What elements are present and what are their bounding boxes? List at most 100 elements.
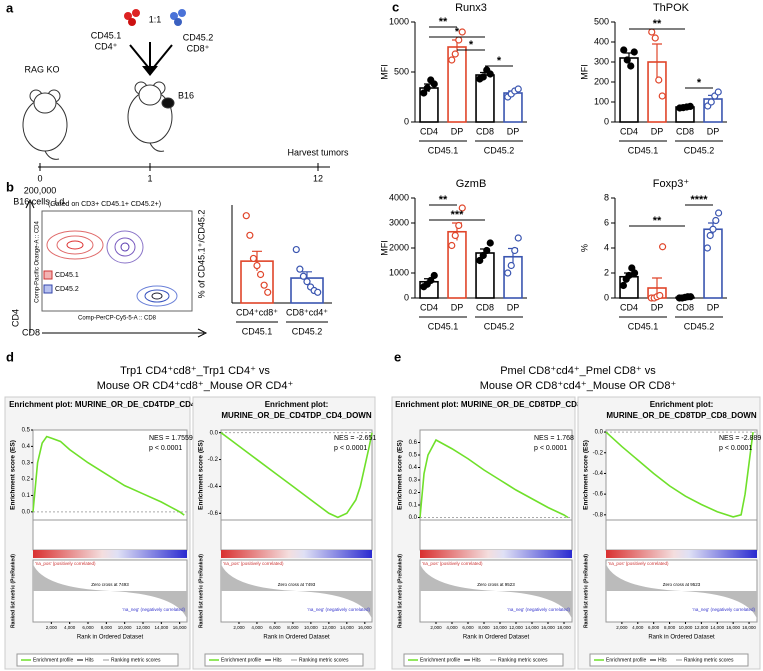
- y-tick-label: 0.2: [22, 477, 31, 483]
- heading: Pmel CD8⁺cd4⁺_Pmel CD8⁺ vs: [500, 365, 656, 377]
- significance: *: [697, 77, 702, 89]
- rank-label: Ranked list metric (PreRanked): [583, 554, 589, 628]
- y-tick-label: 2: [604, 267, 609, 277]
- legend-swatch: [43, 270, 53, 280]
- legend-swatch: [43, 284, 53, 294]
- y-axis-label: MFI: [379, 64, 389, 80]
- schematic: [22, 9, 330, 171]
- x-tick-label: 2,000: [46, 625, 58, 630]
- data-point: [486, 70, 494, 78]
- chart-title: Enrichment plot: MURINE_OR_DE_CD8TDP_CD8…: [395, 400, 597, 409]
- y-tick-label: 1000: [389, 267, 409, 277]
- y-tick-label: 6: [604, 217, 609, 227]
- y-tick-label: 8: [604, 192, 609, 202]
- y-tick-label: 0: [604, 292, 609, 302]
- legend-label: Hits: [472, 657, 481, 663]
- neg-label: 'na_neg' (negatively correlated): [122, 607, 185, 612]
- y-tick-label: 0.1: [409, 503, 418, 509]
- x-tick-label: 12,000: [322, 625, 336, 630]
- data-point: [658, 92, 666, 100]
- data-point: [619, 281, 628, 290]
- enrichment-line: [32, 435, 185, 516]
- y-axis-label: Enrichment score (ES): [397, 440, 404, 510]
- x-tick-label: 6,000: [648, 625, 660, 630]
- x-axis-label: Rank in Ordered Dataset: [463, 635, 530, 641]
- x-tick-label: 16,000: [541, 625, 555, 630]
- data-point: [430, 271, 438, 280]
- data-point: [476, 256, 484, 265]
- heading: Mouse OR CD8⁺cd4⁺_Mouse OR CD8⁺: [480, 380, 677, 392]
- x-tick-label: 18,000: [742, 625, 756, 630]
- enrichment-line: [220, 432, 373, 519]
- x-tick-label: DP: [451, 126, 464, 136]
- p-value: p < 0.0001: [149, 445, 182, 452]
- y-tick-label: 100: [594, 96, 609, 106]
- data-point: [507, 261, 515, 270]
- axis-param: Comp-PerCP-Cy5-5-A :: CD8: [78, 316, 157, 322]
- x-tick-label: 14,000: [525, 625, 539, 630]
- label: B16: [178, 90, 194, 100]
- group-label: CD45.2: [292, 326, 323, 336]
- data-point: [455, 221, 463, 230]
- p-value: p < 0.0001: [334, 445, 367, 452]
- panel-label: d: [6, 349, 14, 364]
- chart-title: MURINE_OR_DE_CD8TDP_CD8_DOWN: [606, 411, 756, 420]
- y-tick-label: 3000: [389, 217, 409, 227]
- zero-cross: Zero cross at 9523: [477, 582, 515, 587]
- nes: NES = -2.651: [334, 435, 376, 442]
- pos-label: 'na_pos' (positively correlated): [223, 561, 284, 566]
- legend-label: Hits: [273, 657, 282, 663]
- data-point: [483, 246, 491, 255]
- x-tick-label: 4,000: [251, 625, 263, 630]
- x-tick-label: 10,000: [118, 625, 132, 630]
- enrichment-line: [419, 438, 569, 519]
- rank-metric: [420, 564, 572, 619]
- x-tick-label: CD8: [676, 302, 694, 312]
- data-point: [420, 89, 428, 97]
- data-point: [714, 209, 723, 217]
- x-tick-label: 2,000: [430, 625, 442, 630]
- y-tick-label: -0.2: [593, 450, 604, 456]
- bar: [447, 230, 467, 299]
- x-tick-label: 8,000: [664, 625, 676, 630]
- data-point: [706, 231, 714, 240]
- hits-area: [419, 519, 573, 551]
- x-tick-label: 10,000: [304, 625, 318, 630]
- rank-band: [420, 550, 572, 558]
- data-point: [656, 291, 664, 300]
- legend-label: CD45.1: [55, 272, 79, 279]
- data-point: [296, 265, 304, 273]
- x-tick-label: CD8⁺cd4⁺: [286, 307, 328, 317]
- data-point: [458, 28, 466, 36]
- x-tick-label: 16,000: [173, 625, 187, 630]
- y-tick-label: 0.0: [595, 430, 604, 436]
- legend-label: Ranking metric scores: [684, 657, 734, 663]
- group-label: CD45.2: [684, 145, 715, 155]
- y-tick-label: 4000: [389, 192, 409, 202]
- neg-label: 'na_neg' (negatively correlated): [307, 607, 370, 612]
- y-tick-label: 0.0: [22, 509, 31, 515]
- x-tick-label: CD4: [620, 302, 638, 312]
- significance: **: [653, 18, 662, 30]
- data-point: [427, 276, 435, 285]
- y-tick-label: 0.3: [409, 478, 418, 484]
- y-tick-label: 500: [594, 16, 609, 26]
- legend-label: Enrichment profile: [33, 657, 74, 663]
- y-tick-label: 200: [594, 76, 609, 86]
- x-tick-label: 10,000: [679, 625, 693, 630]
- group-label: CD45.1: [242, 326, 273, 336]
- y-tick-label: 0.0: [210, 430, 219, 436]
- data-point: [299, 272, 308, 280]
- y-tick-label: -0.6: [593, 492, 604, 498]
- significance: *: [469, 39, 474, 51]
- y-tick-label: 0: [604, 116, 609, 126]
- panel-label: e: [394, 349, 401, 364]
- axis-arrows: [25, 198, 208, 338]
- x-tick-label: 12,000: [136, 625, 150, 630]
- zero-cross: Zero cross at 9523: [663, 582, 701, 587]
- data-point: [620, 46, 628, 54]
- group-label: CD45.2: [484, 321, 515, 331]
- data-point: [451, 50, 459, 58]
- x-tick-label: 14,000: [154, 625, 168, 630]
- nes: NES = 1.7559: [149, 435, 193, 442]
